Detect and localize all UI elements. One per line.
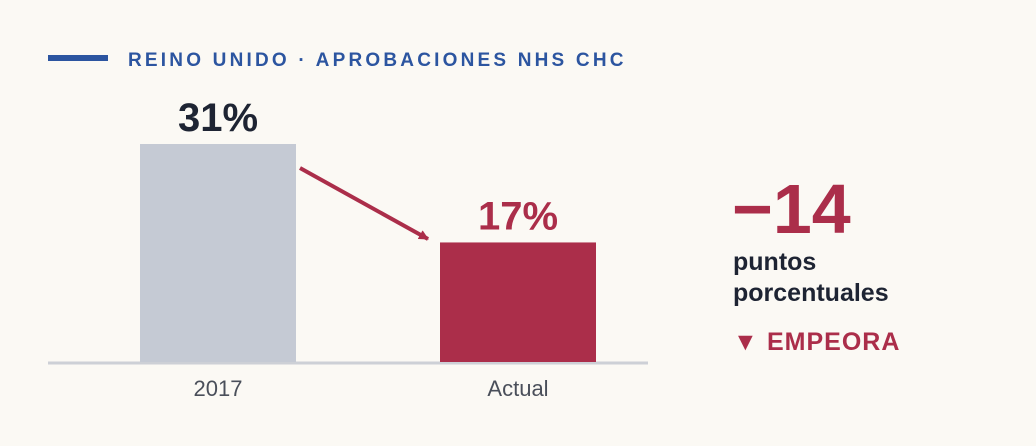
bar-2017 xyxy=(140,144,296,362)
x-tick-label-actual: Actual xyxy=(487,376,548,401)
value-label-2017: 31% xyxy=(178,96,258,140)
x-tick-label-2017: 2017 xyxy=(194,376,243,401)
trend-arrow xyxy=(299,166,429,241)
title-accent-bar xyxy=(48,55,108,61)
bars: 31% 2017 17% Actual xyxy=(140,96,596,401)
delta-value: −14 xyxy=(732,170,851,248)
bar-actual xyxy=(440,242,596,362)
chart-title: REINO UNIDO · APROBACIONES NHS CHC xyxy=(128,50,627,71)
down-triangle-icon: ▼ xyxy=(733,328,759,356)
delta-unit-line1: puntos xyxy=(733,248,816,276)
value-label-actual: 17% xyxy=(478,194,558,238)
status-label: EMPEORA xyxy=(767,328,900,356)
delta-unit-line2: porcentuales xyxy=(733,279,889,307)
